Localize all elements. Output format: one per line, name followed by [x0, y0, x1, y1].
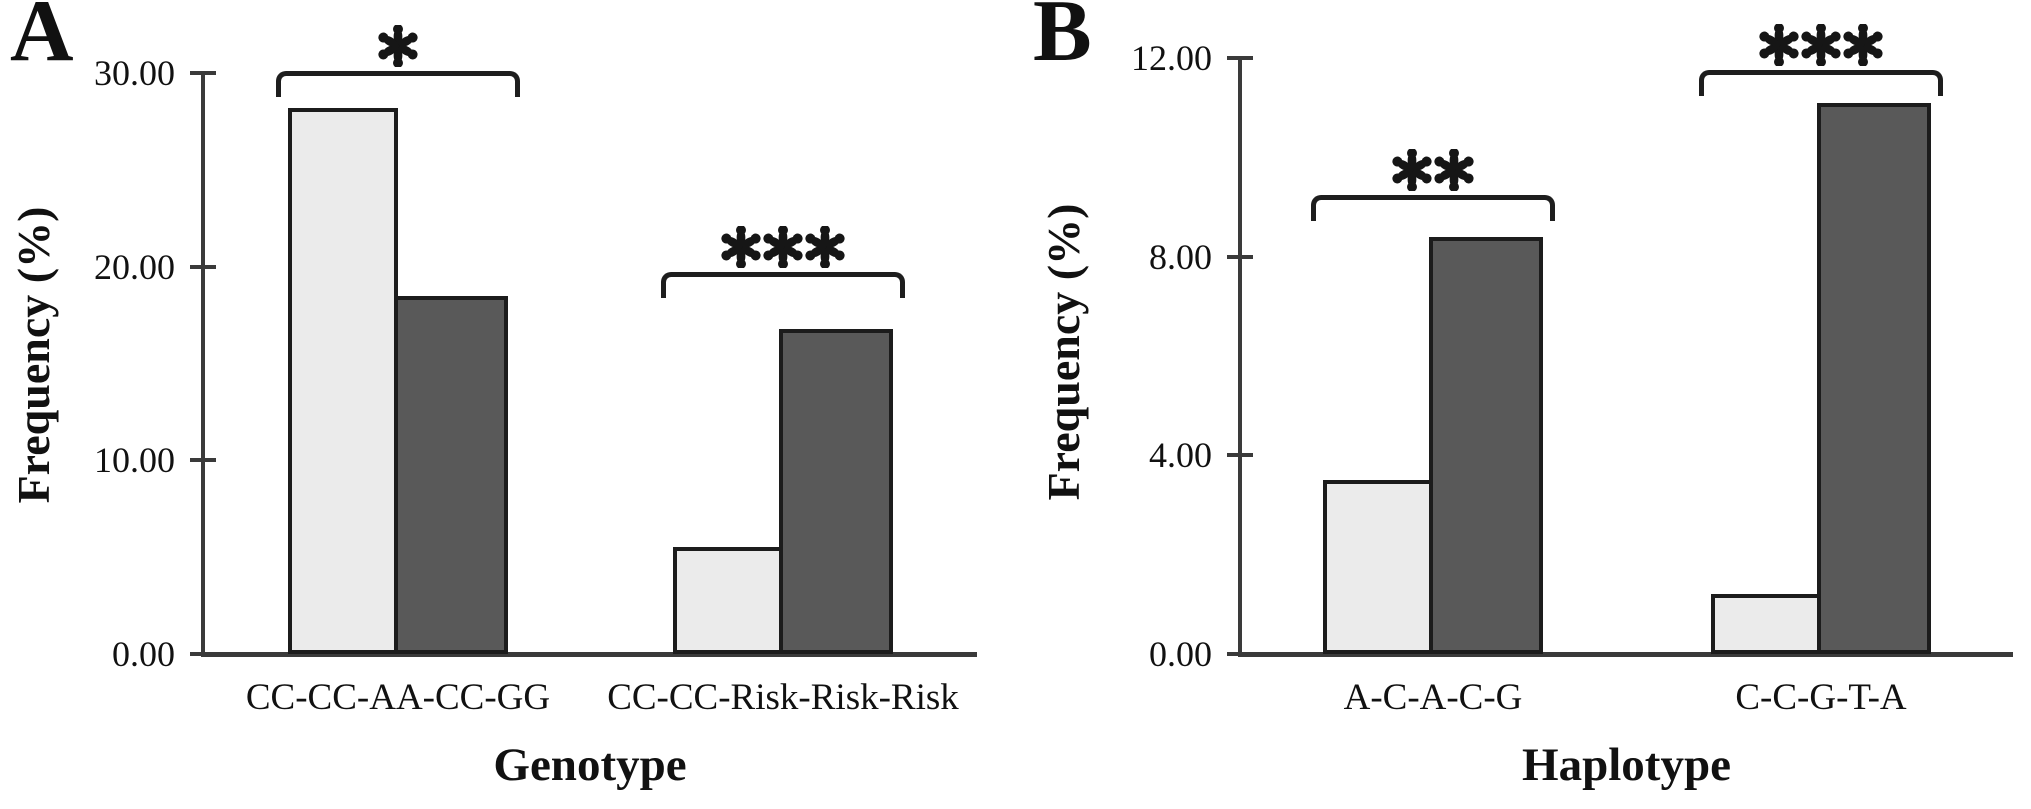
- y-axis-line: [201, 73, 205, 656]
- bar-dark-group1: [1429, 237, 1543, 654]
- bar-light-group2: [673, 547, 783, 654]
- significance-marks: [1699, 20, 1943, 66]
- significance-marks: [661, 222, 905, 268]
- y-tick-mark: [1227, 453, 1253, 458]
- asterisk-icon: [1759, 24, 1799, 66]
- y-axis-title: Frequency (%): [1038, 203, 1089, 501]
- y-axis-line: [1238, 58, 1242, 656]
- asterisk-icon: [1434, 149, 1474, 191]
- bar-dark-group2: [1817, 103, 1931, 654]
- y-tick-label: 0.00: [112, 634, 175, 674]
- panel-a-letter: A: [10, 0, 74, 80]
- bar-dark-group1: [394, 296, 508, 654]
- x-axis-line: [1238, 652, 2013, 657]
- asterisk-icon: [1392, 149, 1432, 191]
- x-axis-title: Genotype: [493, 739, 687, 791]
- asterisk-icon: [805, 226, 845, 268]
- category-label: CC-CC-AA-CC-GG: [245, 677, 551, 718]
- category-label: CC-CC-Risk-Risk-Risk: [607, 677, 959, 718]
- bar-dark-group2: [779, 329, 893, 654]
- significance-bracket: [661, 272, 905, 298]
- y-tick-mark: [190, 264, 216, 269]
- significance-bracket: [276, 71, 520, 97]
- y-tick-mark: [190, 71, 216, 75]
- y-tick-label: 0.00: [1149, 634, 1212, 674]
- x-axis-line: [201, 652, 977, 657]
- significance-bracket: [1699, 70, 1943, 96]
- y-tick-mark: [1227, 254, 1253, 259]
- bar-light-group2: [1711, 594, 1821, 654]
- y-tick-label: 8.00: [1149, 236, 1212, 277]
- bar-light-group1: [1323, 480, 1433, 654]
- y-tick-mark: [1227, 56, 1253, 60]
- category-label: A-C-A-C-G: [1343, 677, 1523, 718]
- category-label: C-C-G-T-A: [1735, 677, 1907, 718]
- significance-marks: [276, 21, 520, 67]
- x-axis-title: Haplotype: [1522, 739, 1731, 791]
- asterisk-icon: [721, 226, 761, 268]
- y-tick-mark: [190, 458, 216, 463]
- asterisk-icon: [763, 226, 803, 268]
- asterisk-icon: [378, 25, 418, 67]
- y-tick-label: 20.00: [94, 246, 175, 287]
- asterisk-icon: [1843, 24, 1883, 66]
- significance-bracket: [1311, 195, 1555, 221]
- y-tick-label: 12.00: [1131, 38, 1212, 78]
- panel-b-letter: B: [1033, 0, 1092, 80]
- significance-marks: [1311, 145, 1555, 191]
- y-tick-label: 30.00: [94, 53, 175, 93]
- y-tick-label: 4.00: [1149, 435, 1212, 476]
- asterisk-icon: [1801, 24, 1841, 66]
- y-tick-label: 10.00: [94, 440, 175, 481]
